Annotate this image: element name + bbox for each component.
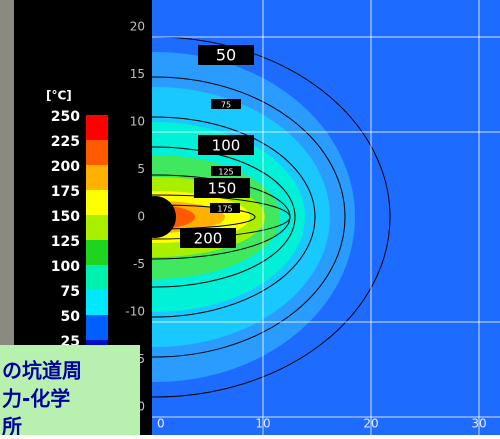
colorbar-label: 125 (51, 234, 80, 250)
y-tick-label: 15 (130, 67, 145, 81)
colorbar-swatch (86, 215, 108, 240)
x-tick-label: 10 (255, 417, 270, 431)
x-tick-label: 30 (471, 417, 486, 431)
colorbar-swatch (86, 240, 108, 265)
contour-label: 150 (208, 180, 237, 198)
y-tick-label: 20 (130, 20, 145, 34)
colorbar-swatch (86, 115, 108, 140)
figure: 010203020151050-5-10-15-20[°C]2502252001… (0, 0, 500, 435)
contour-label: 100 (212, 137, 241, 155)
colorbar-label: 200 (51, 159, 80, 175)
y-tick-label: -5 (133, 257, 145, 271)
colorbar-swatch (86, 290, 108, 315)
colorbar-label: 100 (51, 259, 80, 275)
caption-line: 力-化学 (2, 387, 70, 411)
colorbar-label: 75 (61, 284, 80, 300)
caption-line: の坑道周 (2, 359, 82, 383)
colorbar-swatch (86, 315, 108, 340)
colorbar-swatch (86, 140, 108, 165)
colorbar-label: 50 (61, 309, 81, 325)
contour-label: 200 (194, 230, 223, 248)
colorbar-swatch (86, 265, 108, 290)
x-tick-label: 20 (363, 417, 378, 431)
contour-label: 125 (218, 168, 233, 177)
colorbar-label: 225 (51, 134, 80, 150)
caption-line: 所 (2, 415, 22, 436)
y-tick-label: 5 (137, 162, 145, 176)
y-tick-label: -10 (125, 305, 145, 319)
colorbar-label: 250 (51, 109, 80, 125)
x-tick-label: 0 (157, 417, 165, 431)
colorbar-swatch (86, 190, 108, 215)
colorbar-label: 150 (51, 209, 80, 225)
contour-label: 175 (217, 205, 232, 214)
colorbar-swatch (86, 165, 108, 190)
contour-label: 50 (216, 46, 236, 65)
y-tick-label: 0 (137, 210, 145, 224)
contour-label: 75 (221, 101, 231, 110)
colorbar-unit: [°C] (46, 89, 72, 103)
colorbar-label: 175 (51, 184, 80, 200)
y-tick-label: 10 (130, 115, 145, 129)
